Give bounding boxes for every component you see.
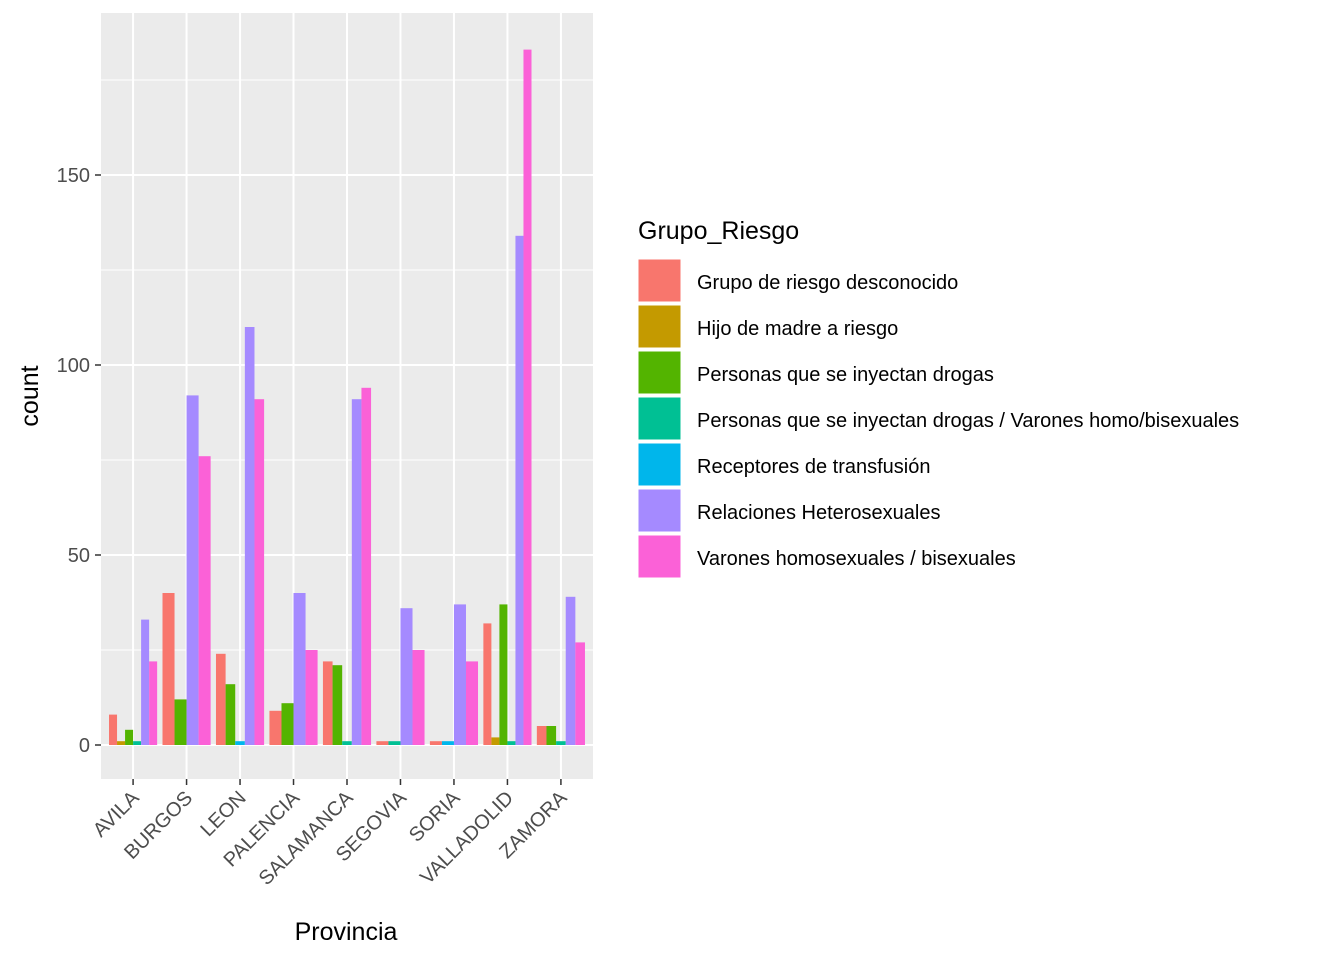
y-tick-label: 100	[57, 355, 90, 377]
bar-segovia-series-4	[388, 741, 401, 745]
legend-label-3: Personas que se inyectan drogas	[697, 364, 994, 386]
bar-salamanca-series-3	[332, 665, 343, 745]
legend-label-7: Varones homosexuales / bisexuales	[697, 548, 1016, 570]
y-axis: 0 50 100 150	[57, 165, 101, 757]
legend-key-3	[637, 350, 682, 395]
bar-burgos-series-3	[174, 699, 187, 745]
bar-soria-series-7	[465, 661, 479, 745]
bar-leon-series-6	[244, 327, 255, 745]
bar-zamora-series-3	[546, 726, 557, 745]
bar-valladolid-series-4	[507, 741, 516, 745]
bar-zamora-series-1	[536, 726, 547, 745]
bar-avila-series-7	[149, 661, 158, 745]
bar-segovia-series-6	[400, 608, 413, 745]
bar-burgos-series-1	[162, 593, 175, 745]
bar-avila-series-4	[133, 741, 142, 745]
legend: Grupo_Riesgo Grupo de riesgo desconocido…	[637, 217, 1239, 579]
legend-label-6: Relaciones Heterosexuales	[697, 502, 940, 524]
bar-avila-series-1	[109, 714, 118, 745]
legend-key-7	[637, 534, 682, 579]
bar-segovia-series-7	[412, 650, 425, 745]
bar-leon-series-1	[215, 653, 226, 745]
y-tick-label: 50	[68, 545, 90, 567]
legend-title: Grupo_Riesgo	[638, 217, 799, 245]
legend-label-4: Personas que se inyectan drogas / Varone…	[697, 410, 1239, 432]
bar-burgos-series-7	[198, 456, 211, 745]
y-tick-label: 0	[79, 735, 90, 757]
bar-salamanca-series-6	[351, 399, 362, 745]
bar-zamora-series-7	[575, 642, 585, 745]
legend-label-1: Grupo de riesgo desconocido	[697, 272, 958, 294]
bar-valladolid-series-3	[499, 604, 508, 745]
bar-salamanca-series-4	[342, 741, 352, 745]
bar-palencia-series-6	[293, 593, 306, 745]
bars	[109, 49, 585, 746]
y-tick-label: 150	[57, 165, 90, 187]
bar-soria-series-1	[429, 741, 442, 745]
legend-key-2	[637, 304, 682, 349]
legend-label-2: Hijo de madre a riesgo	[697, 318, 898, 340]
bar-burgos-series-6	[186, 395, 199, 745]
bar-leon-series-3	[225, 684, 236, 745]
bar-palencia-series-7	[305, 650, 318, 745]
bar-valladolid-series-2	[491, 737, 500, 745]
legend-key-4	[637, 396, 682, 441]
bar-palencia-series-1	[269, 710, 282, 745]
legend-label-5: Receptores de transfusión	[697, 456, 930, 478]
bar-avila-series-2	[117, 741, 126, 745]
legend-key-6	[637, 488, 682, 533]
bar-valladolid-series-1	[483, 623, 492, 745]
bar-avila-series-3	[125, 729, 134, 745]
bar-avila-series-6	[141, 619, 150, 745]
bar-palencia-series-3	[281, 703, 294, 745]
y-axis-title: count	[16, 365, 44, 426]
bar-salamanca-series-7	[361, 387, 372, 745]
legend-key-5	[637, 442, 682, 487]
legend-key-1	[637, 258, 682, 303]
x-tick-label: VALLADOLID	[416, 787, 518, 889]
bar-soria-series-6	[453, 604, 466, 745]
bar-segovia-series-1	[376, 741, 389, 745]
bar-zamora-series-6	[565, 596, 576, 745]
bar-leon-series-5	[235, 741, 245, 745]
x-axis-title: Provincia	[295, 918, 398, 946]
bar-soria-series-5	[441, 741, 454, 745]
bar-valladolid-series-6	[515, 235, 524, 746]
bar-valladolid-series-7	[523, 49, 532, 746]
bar-salamanca-series-1	[322, 661, 333, 745]
bar-zamora-series-4	[556, 741, 566, 745]
bar-leon-series-7	[254, 399, 265, 745]
x-tick-label: SALAMANCA	[255, 787, 358, 890]
